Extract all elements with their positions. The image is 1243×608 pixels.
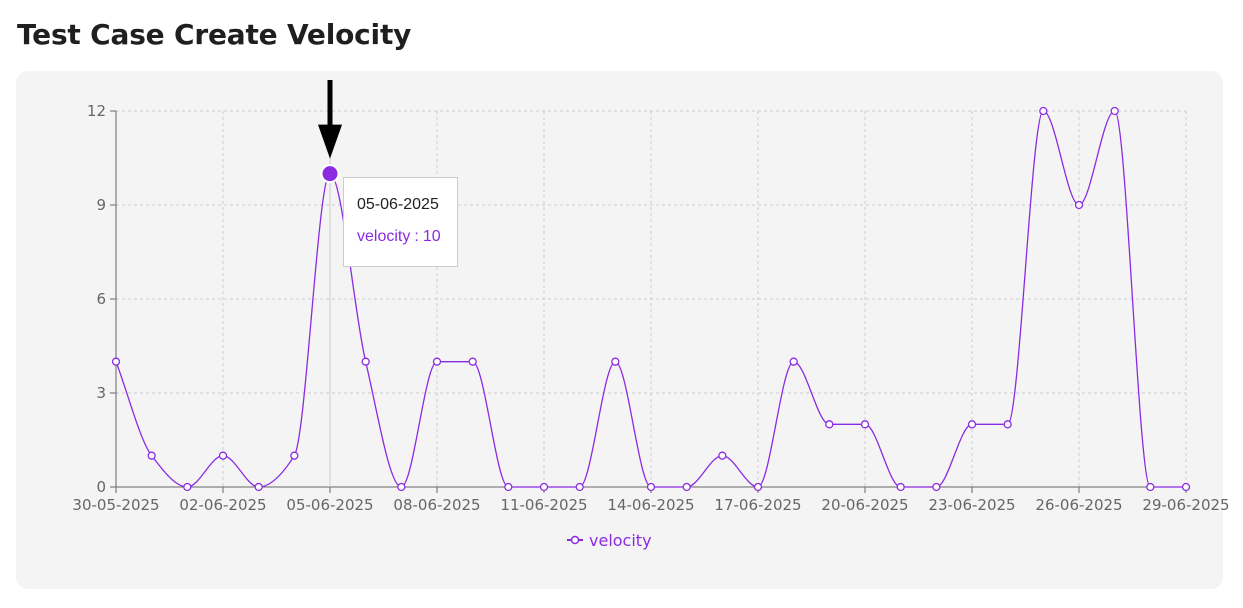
tooltip-series-name: velocity (357, 228, 411, 245)
legend-item-velocity[interactable]: velocity (567, 531, 652, 550)
down-arrow-icon (318, 80, 342, 159)
arrow-shaft (327, 80, 333, 126)
chart-tooltip: 05-06-2025 velocity:10 (343, 177, 458, 267)
tooltip-value-row: velocity:10 (357, 228, 457, 246)
annotation (318, 80, 342, 159)
x-tick-label: 29-06-2025 (1142, 496, 1229, 514)
tooltip-label: 05-06-2025 (357, 196, 439, 213)
x-tick-label: 02-06-2025 (179, 496, 266, 514)
axes: 0 3 6 9 12 30-05-2025 02-06-2025 05-06-2025 08-0… (72, 102, 1229, 514)
x-tick-label: 11-06-2025 (500, 496, 587, 514)
data-point (1003, 420, 1012, 429)
x-tick-label: 30-05-2025 (72, 496, 159, 514)
data-point (1146, 482, 1155, 492)
data-point (1039, 106, 1048, 116)
y-tick-label: 0 (96, 478, 106, 496)
data-point (218, 451, 228, 460)
data-point (290, 451, 299, 460)
data-point (753, 482, 763, 492)
data-point (111, 357, 121, 366)
arrow-head (318, 124, 342, 159)
data-point (967, 420, 977, 429)
grid (116, 110, 1187, 487)
data-point (183, 482, 192, 492)
data-point (254, 482, 263, 492)
y-tick-label: 6 (96, 290, 106, 308)
data-point (646, 482, 656, 492)
x-tick-label: 23-06-2025 (928, 496, 1015, 514)
series-points (111, 106, 1191, 492)
data-point (468, 357, 477, 366)
data-point (1110, 106, 1119, 116)
data-point (825, 420, 834, 429)
legend[interactable]: velocity (567, 531, 652, 550)
data-point (1074, 200, 1084, 210)
data-point (789, 357, 798, 366)
active-data-point (320, 164, 340, 184)
x-tick-label: 14-06-2025 (607, 496, 694, 514)
tooltip-separator: : (414, 228, 419, 245)
x-tick-label: 17-06-2025 (714, 496, 801, 514)
legend-label: velocity (589, 531, 652, 550)
data-point (432, 357, 442, 366)
data-point (718, 451, 727, 460)
data-point (539, 482, 549, 492)
x-tick-label: 08-06-2025 (393, 496, 480, 514)
data-point (397, 482, 406, 492)
x-tick-label: 20-06-2025 (821, 496, 908, 514)
data-point (361, 357, 370, 366)
data-point (1181, 482, 1191, 492)
y-tick-label: 9 (96, 196, 106, 214)
data-point (860, 420, 870, 429)
data-point (611, 357, 620, 366)
data-point (504, 482, 513, 492)
data-point (932, 482, 941, 492)
data-point (147, 451, 156, 460)
chart-card (16, 71, 1223, 589)
tooltip-value: 10 (422, 228, 441, 245)
x-tick-label: 26-06-2025 (1035, 496, 1122, 514)
data-point (896, 482, 905, 492)
page-title: Test Case Create Velocity (17, 18, 412, 51)
y-tick-label: 3 (96, 384, 106, 402)
data-point (575, 482, 584, 492)
legend-marker-icon (570, 535, 580, 545)
x-tick-label: 05-06-2025 (286, 496, 373, 514)
y-tick-label: 12 (87, 102, 106, 120)
data-point (682, 482, 691, 492)
